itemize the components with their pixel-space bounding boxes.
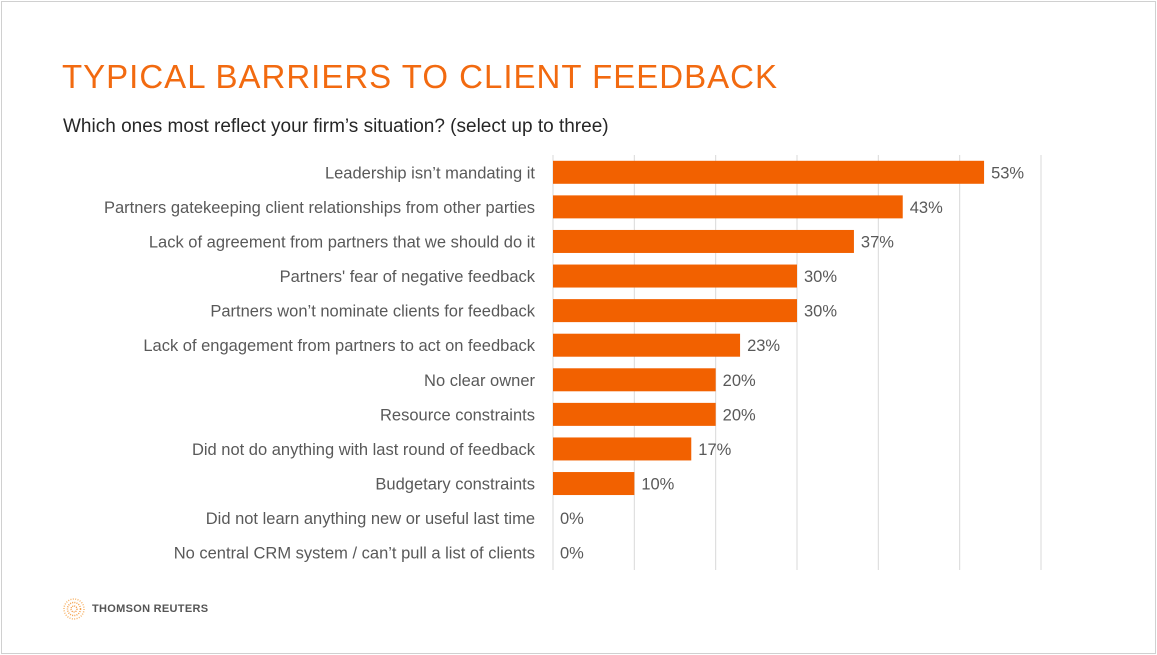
bar <box>553 264 797 288</box>
bar <box>553 437 692 461</box>
category-label: Budgetary constraints <box>375 476 535 494</box>
bar <box>553 333 741 357</box>
data-label: 43% <box>910 199 943 217</box>
data-label: 10% <box>641 476 674 494</box>
logo-dots-icon <box>63 598 85 620</box>
bar <box>553 299 797 323</box>
category-label: No clear owner <box>424 372 535 390</box>
data-label: 30% <box>804 268 837 286</box>
category-label: Partners won’t nominate clients for feed… <box>210 303 535 321</box>
category-label: Lack of agreement from partners that we … <box>149 233 536 251</box>
category-label: No central CRM system / can’t pull a lis… <box>174 545 535 563</box>
data-label: 30% <box>804 303 837 321</box>
bar <box>553 472 635 496</box>
thomson-reuters-logo: THOMSON REUTERS <box>62 597 208 621</box>
data-label: 0% <box>560 510 584 528</box>
category-label: Did not learn anything new or useful las… <box>206 510 535 528</box>
bar <box>553 229 854 253</box>
bar <box>553 402 716 426</box>
category-label: Leadership isn’t mandating it <box>325 164 535 182</box>
slide-subtitle: Which ones most reflect your firm’s situ… <box>63 116 609 137</box>
data-label: 20% <box>723 406 756 424</box>
slide-title: TYPICAL BARRIERS TO CLIENT FEEDBACK <box>62 58 778 95</box>
data-label: 37% <box>861 233 894 251</box>
data-label: 53% <box>991 164 1024 182</box>
category-label: Partners' fear of negative feedback <box>280 268 536 286</box>
bar <box>553 368 716 392</box>
bar <box>553 160 985 184</box>
logo-text: THOMSON REUTERS <box>92 603 209 615</box>
bar <box>553 195 903 219</box>
category-label: Resource constraints <box>380 406 535 424</box>
category-label: Lack of engagement from partners to act … <box>143 337 535 355</box>
data-label: 23% <box>747 337 780 355</box>
data-label: 20% <box>723 372 756 390</box>
data-label: 0% <box>560 545 584 563</box>
category-label: Partners gatekeeping client relationship… <box>104 199 535 217</box>
data-label: 17% <box>698 441 731 459</box>
category-label: Did not do anything with last round of f… <box>192 441 536 459</box>
